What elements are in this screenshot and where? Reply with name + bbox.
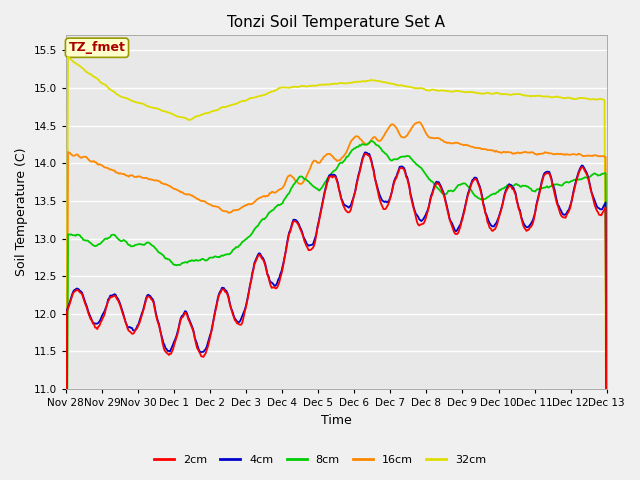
Legend: 2cm, 4cm, 8cm, 16cm, 32cm: 2cm, 4cm, 8cm, 16cm, 32cm (149, 451, 491, 469)
Text: TZ_fmet: TZ_fmet (68, 41, 125, 54)
X-axis label: Time: Time (321, 414, 351, 427)
Y-axis label: Soil Temperature (C): Soil Temperature (C) (15, 148, 28, 276)
Title: Tonzi Soil Temperature Set A: Tonzi Soil Temperature Set A (227, 15, 445, 30)
